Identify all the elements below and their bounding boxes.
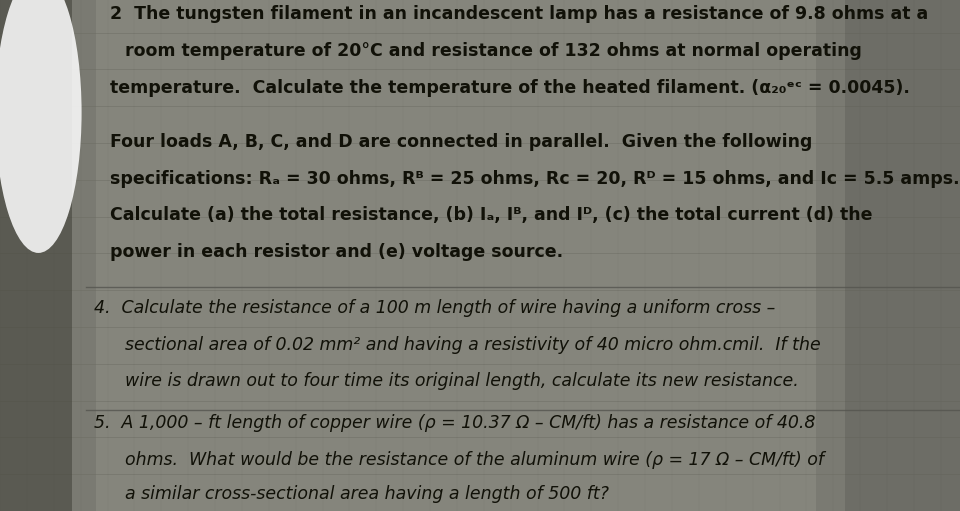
FancyBboxPatch shape xyxy=(96,0,816,511)
Text: Calculate (a) the total resistance, (b) Iₐ, Iᴮ, and Iᴰ, (c) the total current (d: Calculate (a) the total resistance, (b) … xyxy=(110,206,873,224)
Text: 5.  A 1,000 – ft length of copper wire (ρ = 10.37 Ω – CM/ft) has a resistance of: 5. A 1,000 – ft length of copper wire (ρ… xyxy=(94,414,815,432)
FancyBboxPatch shape xyxy=(845,0,960,511)
Text: specifications: Rₐ = 30 ohms, Rᴮ = 25 ohms, Rc = 20, Rᴰ = 15 ohms, and Ic = 5.5 : specifications: Rₐ = 30 ohms, Rᴮ = 25 oh… xyxy=(110,170,960,188)
Text: power in each resistor and (e) voltage source.: power in each resistor and (e) voltage s… xyxy=(110,243,564,261)
Text: room temperature of 20°C and resistance of 132 ohms at normal operating: room temperature of 20°C and resistance … xyxy=(125,42,862,60)
Text: sectional area of 0.02 mm² and having a resistivity of 40 micro ohm.cmil.  If th: sectional area of 0.02 mm² and having a … xyxy=(125,336,821,354)
Text: wire is drawn out to four time its original length, calculate its new resistance: wire is drawn out to four time its origi… xyxy=(125,373,799,390)
FancyBboxPatch shape xyxy=(0,0,72,511)
Text: 2  The tungsten filament in an incandescent lamp has a resistance of 9.8 ohms at: 2 The tungsten filament in an incandesce… xyxy=(110,5,928,23)
Text: temperature.  Calculate the temperature of the heated filament. (α₂₀ᵉᶜ = 0.0045): temperature. Calculate the temperature o… xyxy=(110,79,910,97)
Text: ohms.  What would be the resistance of the aluminum wire (ρ = 17 Ω – CM/ft) of: ohms. What would be the resistance of th… xyxy=(125,451,824,469)
Text: 4.  Calculate the resistance of a 100 m length of wire having a uniform cross –: 4. Calculate the resistance of a 100 m l… xyxy=(94,299,776,317)
Ellipse shape xyxy=(0,0,82,253)
Text: Four loads A, B, C, and D are connected in parallel.  Given the following: Four loads A, B, C, and D are connected … xyxy=(110,133,813,151)
Text: a similar cross-sectional area having a length of 500 ft?: a similar cross-sectional area having a … xyxy=(125,485,609,503)
